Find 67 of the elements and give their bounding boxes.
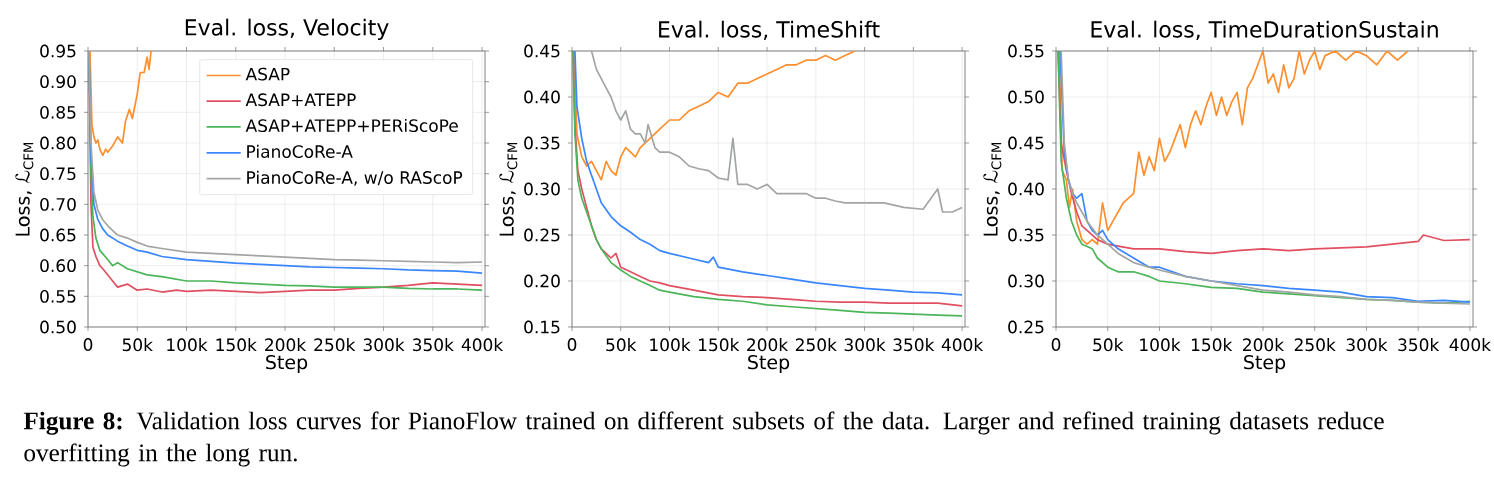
x-tick-label: 100k — [167, 338, 208, 352]
y-tick-label: 0.80 — [40, 136, 76, 150]
x-axis-title: Step — [1244, 354, 1286, 374]
x-tick-label: 400k — [1449, 338, 1491, 352]
x-tick-label: 200k — [265, 338, 307, 352]
y-axis-title: Loss, ℒ$_{CFM}$ — [15, 142, 34, 236]
x-tick-label: 50k — [1093, 338, 1124, 352]
x-tick-label: 0 — [567, 338, 577, 351]
legend-label: ASAP+ATEPP — [245, 93, 356, 107]
legend-label: PianoCoRe-A, w/o RAScoP — [247, 170, 463, 186]
y-tick-label: 0.45 — [524, 44, 560, 58]
x-tick-label: 150k — [1191, 338, 1233, 352]
y-axis-title: Loss, ℒ$_{CFM}$ — [983, 142, 1002, 236]
y-tick-label: 0.25 — [1008, 320, 1044, 334]
text: Figure 8: Validation loss curves for PianoFlow trained on different subsets of the data. Larger and refined training datasets reduce overfitting in the long run. — [23, 411, 1384, 467]
y-tick-label: 0.30 — [524, 182, 560, 196]
y-tick-label: 0.15 — [524, 320, 560, 334]
x-tick-label: 350k — [893, 338, 935, 352]
x-tick-label: 200k — [1243, 338, 1285, 352]
y-tick-label: 0.30 — [1008, 274, 1044, 288]
x-tick-label: 150k — [216, 338, 257, 352]
y-tick-label: 0.85 — [40, 105, 76, 119]
x-tick-label: 400k — [461, 338, 504, 352]
y-tick-label: 0.70 — [40, 197, 76, 211]
y-tick-label: 0.20 — [524, 274, 560, 288]
y-tick-label: 0.65 — [40, 228, 76, 242]
x-tick-label: 300k — [1346, 338, 1388, 352]
y-tick-label: 0.50 — [1008, 90, 1044, 104]
y-tick-label: 0.90 — [40, 75, 76, 89]
y-tick-label: 0.95 — [40, 44, 76, 58]
y-tick-label: 0.35 — [1008, 228, 1044, 242]
x-tick-label: 300k — [844, 338, 886, 352]
legend-label: ASAP — [245, 67, 290, 81]
y-axis-title: Loss, ℒ$_{CFM}$ — [499, 142, 518, 236]
y-tick-label: 0.55 — [40, 289, 76, 303]
chart-title: Eval. loss, TimeShift — [659, 20, 880, 40]
x-tick-label: 100k — [650, 338, 691, 352]
x-tick-label: 250k — [1294, 338, 1336, 352]
y-tick-label: 0.25 — [524, 228, 560, 242]
y-tick-label: 0.75 — [40, 167, 76, 181]
chart-title: Eval. loss, TimeDurationSustain — [1091, 20, 1438, 40]
x-tick-label: 200k — [747, 338, 789, 352]
x-tick-label: 150k — [699, 338, 740, 352]
x-tick-label: 250k — [314, 338, 356, 352]
legend-label: ASAP+ATEPP+PERiScoPe — [245, 118, 458, 133]
y-tick-label: 0.50 — [40, 320, 76, 334]
line-series — [89, 51, 152, 157]
x-tick-label: 350k — [1398, 338, 1440, 352]
x-tick-label: 100k — [1140, 338, 1181, 352]
y-tick-label: 0.35 — [524, 136, 560, 150]
x-tick-label: 350k — [412, 338, 454, 352]
y-tick-label: 0.60 — [40, 259, 76, 273]
x-tick-label: 0 — [1051, 338, 1061, 351]
x-tick-label: 50k — [606, 338, 637, 352]
x-tick-label: 250k — [795, 338, 837, 352]
y-tick-label: 0.55 — [1008, 44, 1044, 58]
x-tick-label: 300k — [363, 338, 405, 352]
chart-title: Eval. loss, Velocity — [185, 18, 389, 40]
y-tick-label: 0.40 — [524, 90, 560, 104]
legend-label: PianoCoRe-A — [247, 144, 353, 159]
x-axis-title: Step — [748, 354, 790, 374]
y-tick-label: 0.45 — [1008, 136, 1044, 150]
x-tick-label: 0 — [83, 338, 93, 351]
x-tick-label: 400k — [941, 338, 984, 352]
x-axis-title: Step — [266, 354, 308, 374]
y-tick-label: 0.40 — [1008, 182, 1044, 196]
x-tick-label: 50k — [122, 338, 153, 352]
